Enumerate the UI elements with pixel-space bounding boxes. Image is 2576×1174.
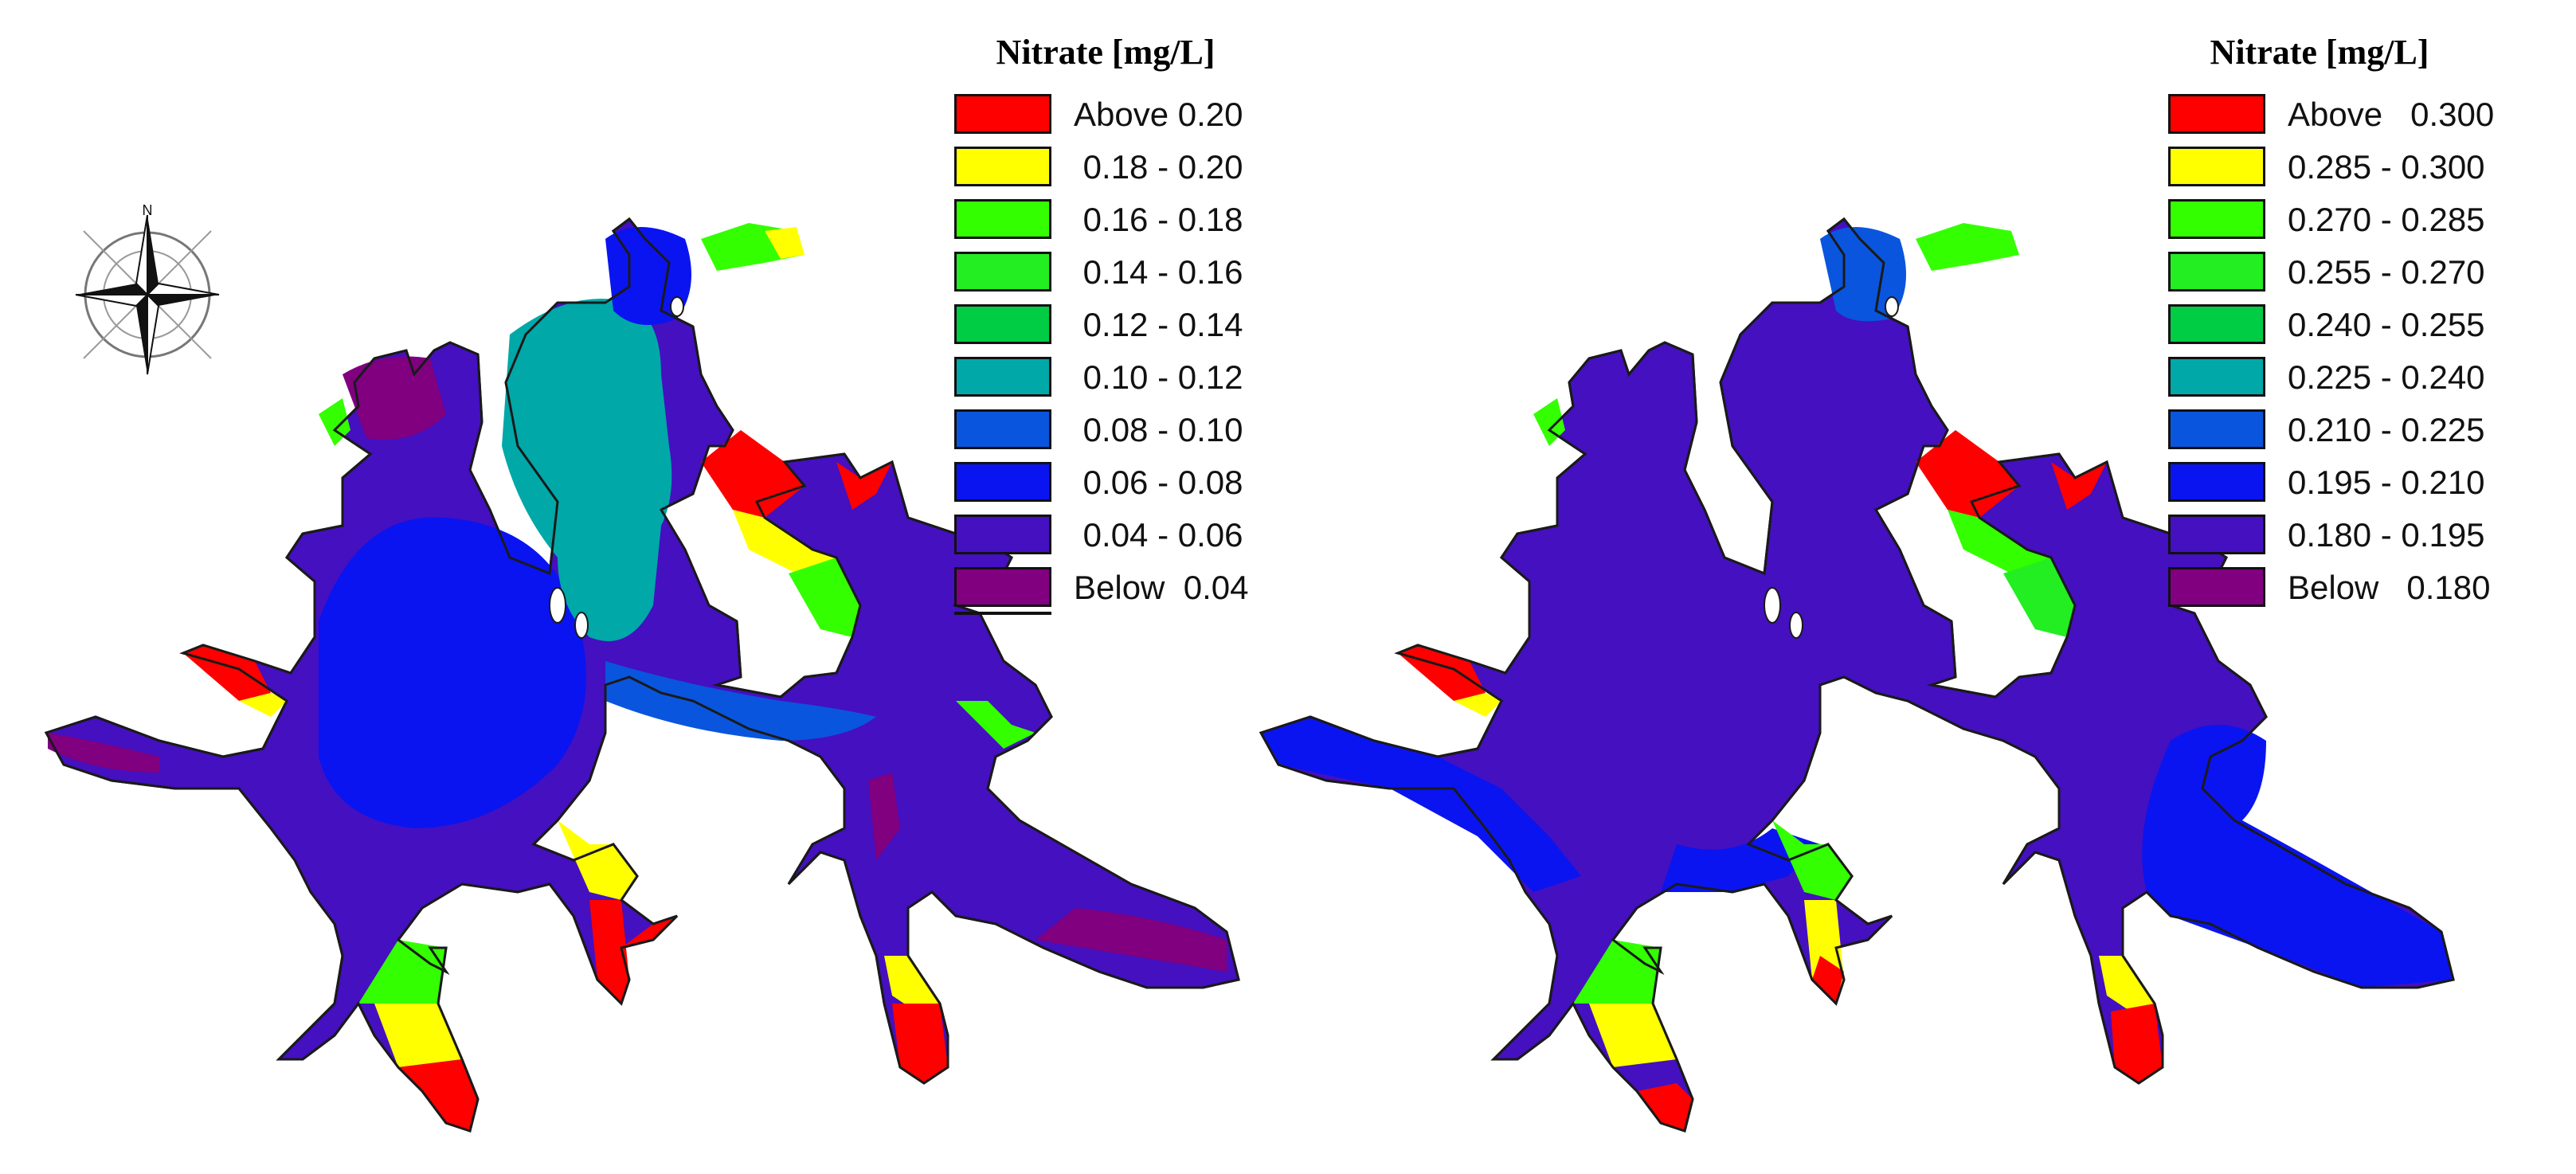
legend-item: 0.16 - 0.18: [954, 199, 1329, 245]
legend-label: 0.08 - 0.10: [1074, 411, 1243, 448]
legend-swatch: [2168, 357, 2265, 397]
legend-swatch: [2168, 147, 2265, 186]
legend-item: 0.04 - 0.06: [954, 515, 1329, 561]
legend-swatch: [2168, 304, 2265, 344]
legend-label: 0.12 - 0.14: [1074, 306, 1243, 343]
legend-swatch: [2168, 252, 2265, 292]
legend-label: Below 0.180: [2288, 569, 2491, 606]
legend-label: Above 0.20: [1074, 96, 1243, 133]
legend-label: 0.255 - 0.270: [2288, 253, 2485, 291]
legend-label: 0.240 - 0.255: [2288, 306, 2485, 343]
legend-item: Above 0.20: [954, 94, 1329, 140]
legend-swatch: [954, 567, 1051, 607]
north-label: N: [143, 202, 153, 218]
legend-label: 0.06 - 0.08: [1074, 464, 1243, 501]
legend-swatch: [954, 199, 1051, 239]
legend-item: 0.195 - 0.210: [2168, 462, 2543, 508]
legend-swatch: [2168, 567, 2265, 607]
legend-item: 0.255 - 0.270: [2168, 252, 2543, 298]
legend-item: Below 0.04: [954, 567, 1329, 613]
legend-item: 0.285 - 0.300: [2168, 147, 2543, 193]
legend-label: 0.180 - 0.195: [2288, 516, 2485, 554]
legend-item: 0.10 - 0.12: [954, 357, 1329, 403]
legend-label: Above 0.300: [2288, 96, 2495, 133]
legend-label: 0.04 - 0.06: [1074, 516, 1243, 554]
legend-item: Above 0.300: [2168, 94, 2543, 140]
legend-item: 0.240 - 0.255: [2168, 304, 2543, 350]
legend-swatch: [2168, 199, 2265, 239]
left-legend-title: Nitrate [mg/L]: [996, 33, 1216, 72]
legend-swatch: [954, 357, 1051, 397]
legend-item: 0.225 - 0.240: [2168, 357, 2543, 403]
right-reservoir-map: [1259, 217, 2455, 1133]
legend-label: 0.10 - 0.12: [1074, 358, 1243, 396]
legend-swatch: [954, 304, 1051, 344]
legend-swatch: [2168, 515, 2265, 554]
left-legend: Nitrate [mg/L] Above 0.20 0.18 - 0.20 0.…: [954, 32, 1337, 637]
legend-label: 0.225 - 0.240: [2288, 358, 2485, 396]
legend-item: 0.08 - 0.10: [954, 409, 1329, 456]
legend-swatch: [2168, 409, 2265, 449]
legend-label: 0.270 - 0.285: [2288, 201, 2485, 238]
legend-swatch: [954, 515, 1051, 554]
legend-item: 0.210 - 0.225: [2168, 409, 2543, 456]
legend-item: 0.270 - 0.285: [2168, 199, 2543, 245]
legend-swatch: [954, 147, 1051, 186]
legend-swatch: [2168, 462, 2265, 502]
left-panel-map: N: [45, 202, 1240, 1133]
legend-label: 0.285 - 0.300: [2288, 148, 2485, 186]
legend-swatch: [954, 462, 1051, 502]
legend-item: 0.06 - 0.08: [954, 462, 1329, 508]
legend-item: 0.14 - 0.16: [954, 252, 1329, 298]
legend-label: 0.210 - 0.225: [2288, 411, 2485, 448]
legend-label: 0.16 - 0.18: [1074, 201, 1243, 238]
legend-label: Below 0.04: [1074, 569, 1249, 606]
legend-label: 0.14 - 0.16: [1074, 253, 1243, 291]
right-legend: Nitrate [mg/L] Above 0.300 0.285 - 0.300 0…: [2168, 32, 2566, 637]
legend-item: Below 0.180: [2168, 567, 2543, 613]
legend-label: 0.195 - 0.210: [2288, 464, 2485, 501]
north-arrow-icon: N: [75, 202, 220, 375]
legend-label: 0.18 - 0.20: [1074, 148, 1243, 186]
legend-item: 0.18 - 0.20: [954, 147, 1329, 193]
left-reservoir-map: [45, 217, 1240, 1133]
legend-end-rule: [954, 612, 1051, 615]
legend-swatch: [954, 94, 1051, 134]
legend-swatch: [954, 252, 1051, 292]
right-panel-map: [1259, 217, 2455, 1133]
legend-item: 0.12 - 0.14: [954, 304, 1329, 350]
legend-swatch: [954, 409, 1051, 449]
legend-swatch: [2168, 94, 2265, 134]
legend-item: 0.180 - 0.195: [2168, 515, 2543, 561]
right-legend-title: Nitrate [mg/L]: [2210, 33, 2429, 72]
